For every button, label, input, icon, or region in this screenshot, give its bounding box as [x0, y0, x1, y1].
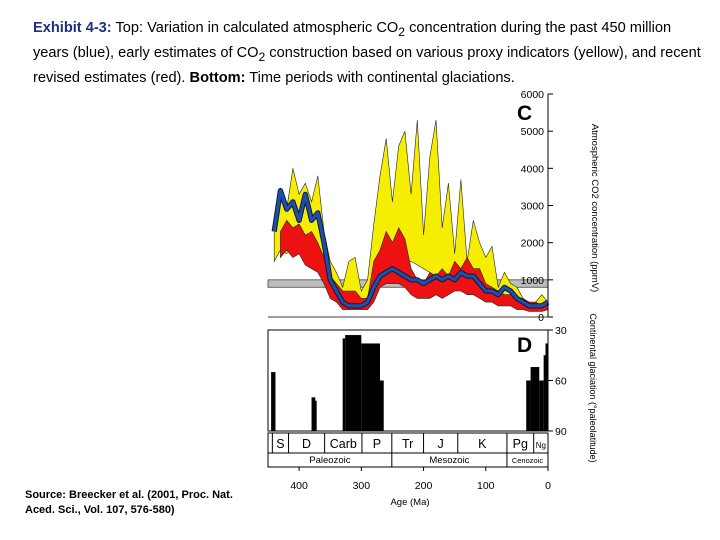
- panel-c-tick-label: 2000: [521, 238, 545, 250]
- glaciation-bar: [350, 355, 354, 431]
- age-tick-label: 300: [353, 480, 371, 492]
- panel-c-tick-label: 0: [538, 312, 544, 324]
- glaciation-bar: [543, 355, 546, 431]
- glaciation-bar: [314, 400, 317, 431]
- panel-c-tick-label: 6000: [521, 89, 545, 101]
- period-label: D: [302, 437, 311, 451]
- age-axis-label: Age (Ma): [390, 497, 429, 508]
- period-label: Pg: [513, 437, 528, 451]
- glaciation-bar: [526, 380, 531, 431]
- panel-d-tick-label: 30: [555, 325, 567, 337]
- top-label: Top: [115, 20, 139, 36]
- panel-d-label: D: [517, 334, 532, 357]
- panel-c-tick-label: 1000: [521, 275, 545, 287]
- exhibit-label: Exhibit 4-3:: [33, 20, 112, 36]
- age-tick-label: 200: [415, 480, 433, 492]
- caption: Exhibit 4-3: Top: Variation in calculate…: [33, 18, 705, 89]
- period-label: Carb: [330, 437, 357, 451]
- bottom-label: Bottom:: [189, 69, 246, 86]
- era-label: Cenozoic: [512, 456, 544, 465]
- caption-part1: : Variation in calculated atmospheric CO: [138, 20, 399, 36]
- glaciation-bar: [311, 397, 316, 431]
- panel-d-y-label: Continental glaciation (°paleolatitude): [588, 313, 598, 462]
- caption-part2: concentration during the past 450 millio…: [33, 20, 672, 61]
- panel-d-tick-label: 60: [555, 376, 567, 388]
- panel-c-label: C: [517, 102, 532, 125]
- panel-d-tick-label: 90: [555, 426, 567, 438]
- period-label: J: [438, 437, 444, 451]
- era-label: Mesozoic: [429, 455, 469, 466]
- caption-sub1: 2: [398, 24, 406, 39]
- blue-line: [272, 189, 549, 308]
- glaciation-bar: [545, 343, 548, 431]
- source-note: Source: Breecker et al. (2001, Proc. Nat…: [25, 489, 233, 516]
- glaciation-bar: [530, 367, 540, 431]
- age-tick-label: 0: [545, 480, 551, 492]
- period-label: Tr: [402, 437, 413, 451]
- period-label: P: [373, 437, 381, 451]
- glaciation-bar: [342, 338, 346, 431]
- glaciation-bar: [539, 380, 544, 431]
- era-label: Paleozoic: [309, 455, 350, 466]
- glaciation-bar: [380, 380, 384, 431]
- caption-part3: construction based on various proxy indi…: [33, 44, 701, 86]
- glaciation-bar: [367, 351, 374, 431]
- panel-d-frame: [267, 329, 549, 432]
- caption-part4: Time periods with continental glaciation…: [245, 69, 515, 86]
- period-label: S: [276, 437, 284, 451]
- glaciation-bar: [272, 393, 275, 431]
- panel-c-tick-label: 5000: [521, 126, 545, 138]
- panel-c-tick-label: 4000: [521, 163, 545, 175]
- panel-c-y-label: Atmospheric CO2 concentration (ppmV): [589, 124, 600, 292]
- panel-d: 30 60 90 D Continental glaciation (°paleolat…: [267, 313, 598, 463]
- age-tick-label: 400: [290, 480, 308, 492]
- panel-c-tick-label: 3000: [521, 201, 545, 213]
- age-axis: S D Carb P Tr J K Pg Ng Paleozoic Mesozoic Cenozoic…: [267, 432, 551, 508]
- caption-sub2: 2: [258, 49, 266, 64]
- age-tick-label: 100: [477, 480, 495, 492]
- period-label: Ng: [536, 441, 546, 450]
- period-label: K: [478, 437, 487, 451]
